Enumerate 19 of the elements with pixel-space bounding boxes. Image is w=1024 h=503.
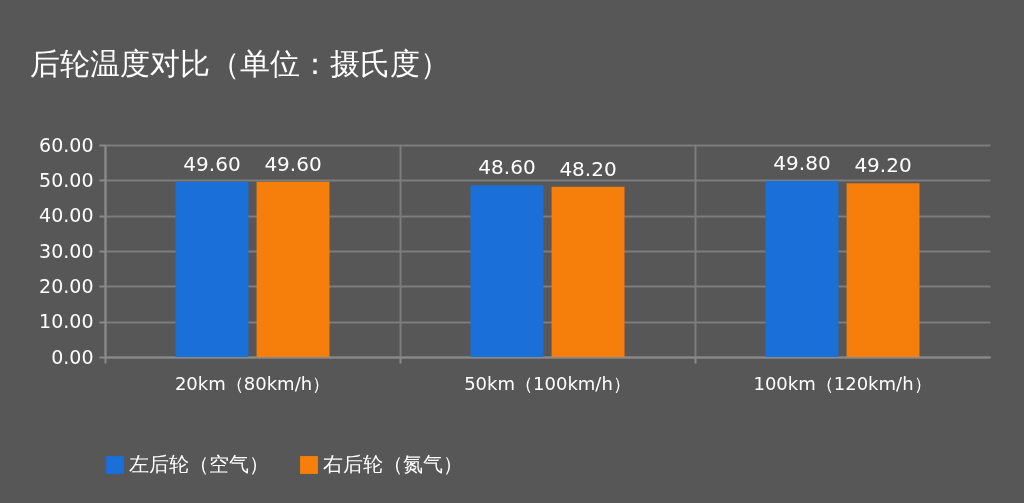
legend-label: 右后轮（氮气） — [323, 452, 463, 476]
data-label: 49.60 — [264, 151, 322, 176]
legend-label: 左后轮（空气） — [129, 452, 269, 476]
y-tick-label: 0.00 — [51, 345, 94, 368]
data-label: 49.80 — [773, 151, 831, 176]
x-tick-label: 100km（120km/h） — [753, 372, 932, 394]
chart-title: 后轮温度对比（单位：摄氏度） — [30, 46, 450, 81]
y-tick-label: 10.00 — [39, 310, 94, 333]
x-tick-label: 20km（80km/h） — [174, 372, 331, 394]
data-label: 48.60 — [478, 155, 536, 180]
y-tick-label: 40.00 — [39, 204, 94, 227]
data-label: 48.20 — [559, 156, 617, 181]
y-tick-label: 60.00 — [39, 133, 94, 156]
data-label: 49.60 — [183, 151, 241, 176]
x-tick-label: 50km（100km/h） — [464, 372, 631, 394]
data-label: 49.20 — [854, 153, 912, 178]
y-tick-label: 30.00 — [39, 239, 94, 262]
y-tick-label: 50.00 — [39, 168, 94, 191]
y-tick-label: 20.00 — [39, 274, 94, 297]
